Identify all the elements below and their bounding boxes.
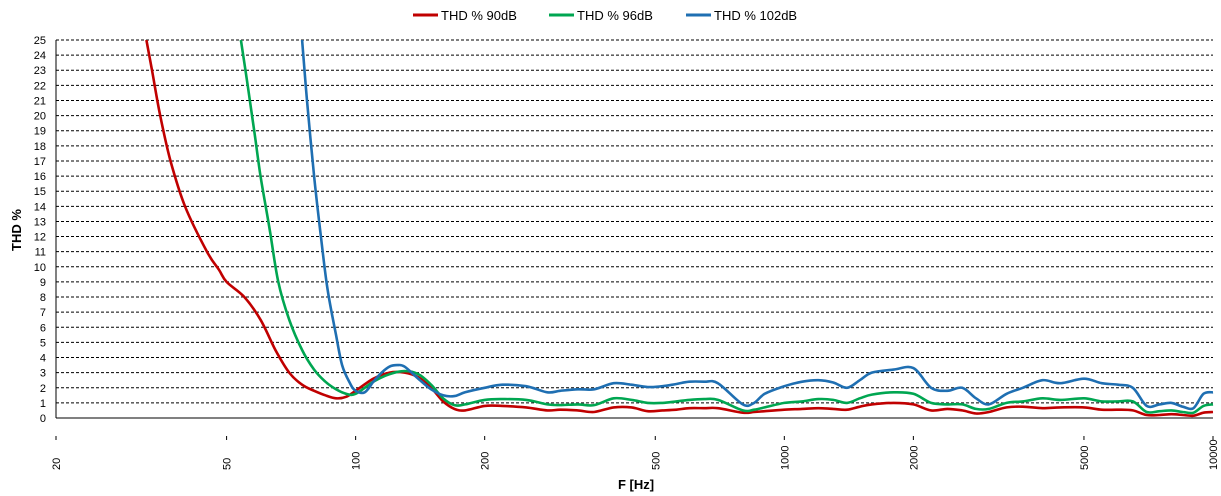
y-tick-label: 15 xyxy=(34,186,46,198)
y-tick-label: 2 xyxy=(40,383,46,395)
y-tick-label: 7 xyxy=(40,307,46,319)
y-tick-label: 25 xyxy=(34,35,46,47)
legend-label: THD % 96dB xyxy=(577,8,653,23)
x-tick-label: 1000 xyxy=(779,446,791,470)
x-tick-label: 5000 xyxy=(1079,446,1091,470)
y-tick-label: 20 xyxy=(34,111,46,123)
x-axis-ticks: 20 50 100 200 500 1000 2000 5000 10000 xyxy=(51,436,1220,470)
x-tick-label: 20 xyxy=(51,458,63,470)
y-axis-title: THD % xyxy=(9,209,24,251)
legend-label: THD % 90dB xyxy=(441,8,517,23)
y-tick-label: 4 xyxy=(40,353,46,365)
y-tick-label: 24 xyxy=(34,50,46,62)
y-tick-label: 17 xyxy=(34,156,46,168)
grid-lines xyxy=(56,39,1213,404)
y-tick-label: 10 xyxy=(34,262,46,274)
legend-label: THD % 102dB xyxy=(714,8,797,23)
series-line-3 xyxy=(300,40,1214,411)
x-tick-label: 100 xyxy=(351,452,363,470)
y-tick-label: 19 xyxy=(34,126,46,138)
y-tick-label: 23 xyxy=(34,65,46,77)
y-tick-label: 8 xyxy=(40,292,46,304)
x-tick-label: 50 xyxy=(222,458,234,470)
y-tick-label: 21 xyxy=(34,95,46,107)
y-tick-label: 5 xyxy=(40,337,46,349)
y-tick-label: 16 xyxy=(34,171,46,183)
y-tick-label: 9 xyxy=(40,277,46,289)
y-tick-label: 13 xyxy=(34,216,46,228)
x-axis-title: F [Hz] xyxy=(618,477,654,492)
y-tick-label: 1 xyxy=(40,398,46,410)
chart-legend: THD % 90dB THD % 96dB THD % 102dB xyxy=(413,8,797,23)
y-axis-ticks: 0123456789101112131415161718192021222324… xyxy=(34,35,46,425)
x-tick-label: 2000 xyxy=(908,446,920,470)
x-tick-label: 200 xyxy=(480,452,492,470)
y-tick-label: 14 xyxy=(34,201,46,213)
series-line-2 xyxy=(239,40,1214,415)
y-tick-label: 3 xyxy=(40,368,46,380)
y-tick-label: 12 xyxy=(34,232,46,244)
y-tick-label: 22 xyxy=(34,80,46,92)
series-line-1 xyxy=(145,40,1214,418)
y-tick-label: 18 xyxy=(34,141,46,153)
series-lines xyxy=(145,40,1214,418)
y-tick-label: 6 xyxy=(40,322,46,334)
axes xyxy=(55,40,1213,419)
y-tick-label: 0 xyxy=(40,413,46,425)
y-tick-label: 11 xyxy=(35,247,46,259)
x-tick-label: 500 xyxy=(650,452,662,470)
x-tick-label: 10000 xyxy=(1208,439,1220,470)
